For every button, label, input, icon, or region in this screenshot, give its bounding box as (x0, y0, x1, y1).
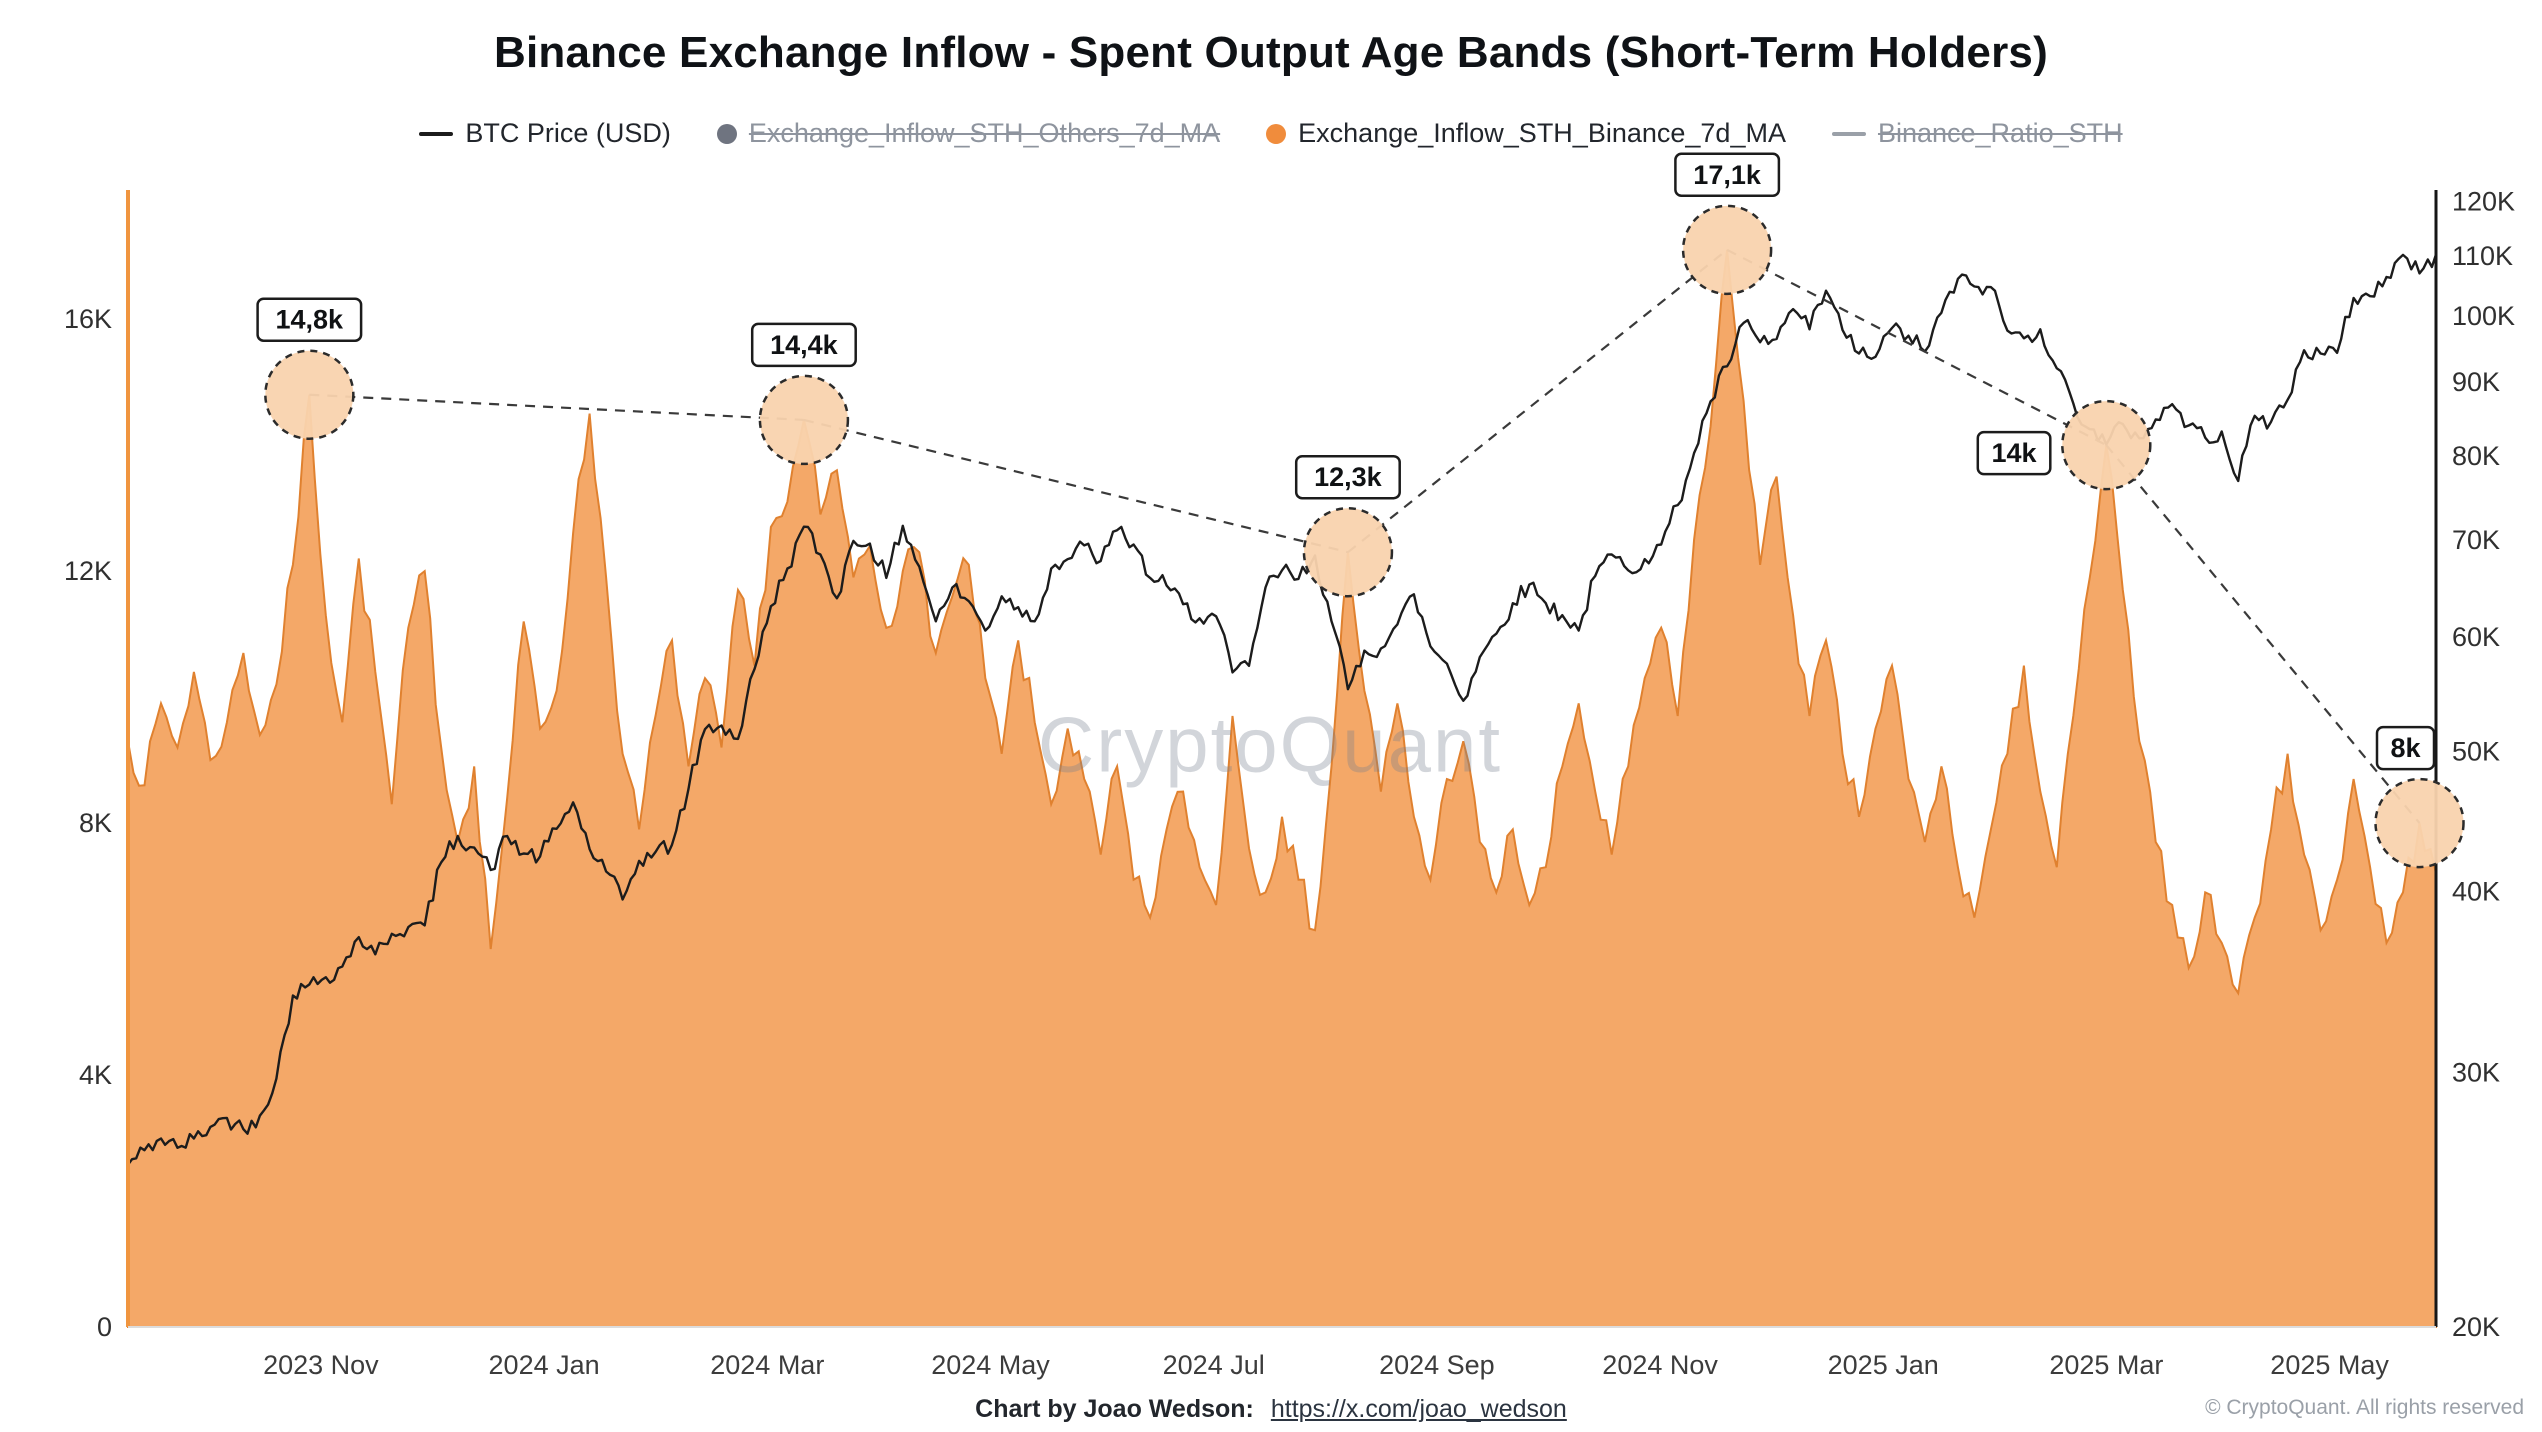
peak-value-label: 8k (2390, 733, 2421, 763)
legend-label: Exchange_Inflow_STH_Binance_7d_MA (1298, 118, 1786, 148)
legend-item-binance-ratio-sth[interactable]: Binance_Ratio_STH (1831, 118, 2123, 149)
axis-labels: 0 4K 8K 12K 16K 20K 30K 40K 50K 60K 70K 80K 90K 100K 1… (64, 186, 2515, 1380)
footer-credit: Chart by Joao Wedson: https://x.com/joao… (0, 1395, 2542, 1424)
peak-highlight-circle (1302, 506, 1394, 598)
peak-highlight-circle (2374, 777, 2465, 869)
line-swatch-icon (1831, 131, 1866, 136)
peak-value-label-box (2375, 725, 2436, 771)
annotation-connector-line (1726, 248, 2107, 447)
peak-value-label: 12,3k (1314, 462, 1383, 492)
peak-highlight-circle (264, 349, 355, 440)
annotation-connector-line (309, 393, 804, 422)
inflow-area (127, 249, 2437, 1328)
btc-price-line-series (127, 253, 2438, 1166)
annotation-connector-line (803, 418, 1349, 554)
legend-label: Binance_Ratio_STH (1877, 118, 2123, 148)
legend-label: BTC Price (USD) (465, 118, 671, 148)
x-axis-tick-label: 2025 Mar (2049, 1350, 2163, 1380)
peak-value-label: 14,4k (770, 330, 839, 360)
peak-highlight-circle (2061, 399, 2152, 491)
chart-title: Binance Exchange Inflow - Spent Output A… (494, 28, 2048, 77)
left-axis-tick-label: 4K (79, 1060, 112, 1090)
peak-value-label: 14k (1991, 438, 2037, 468)
x-axis-tick-label: 2024 Nov (1602, 1350, 1718, 1380)
peak-highlight-circle (1681, 204, 1773, 296)
peak-highlight-circle (758, 374, 850, 466)
legend-label: Exchange_Inflow_STH_Others_7d_MA (748, 118, 1221, 148)
peak-value-label: 14,8k (276, 305, 345, 335)
peak-value-label-box (1294, 454, 1401, 500)
annotation-connector-line (1347, 248, 1728, 554)
left-axis-tick-label: 8K (79, 808, 112, 838)
peak-value-label-box (256, 297, 363, 342)
btc-price-line (127, 253, 2438, 1166)
copyright-notice: © CryptoQuant. All rights reserved (2205, 1396, 2524, 1419)
legend-item-inflow-sth-binance[interactable]: Exchange_Inflow_STH_Binance_7d_MA (1266, 118, 1786, 149)
right-axis-tick-label: 50K (2452, 736, 2500, 766)
left-axis-tick-label: 0 (97, 1312, 112, 1342)
legend-item-inflow-sth-others[interactable]: Exchange_Inflow_STH_Others_7d_MA (716, 118, 1221, 149)
x-axis-tick-label: 2023 Nov (263, 1350, 379, 1380)
credit-link[interactable]: https://x.com/joao_wedson (1270, 1395, 1567, 1423)
right-axis-tick-label: 120K (2452, 186, 2515, 216)
legend-item-btc-price[interactable]: BTC Price (USD) (419, 118, 671, 149)
left-axis-tick-label: 16K (64, 304, 112, 334)
right-axis-tick-label: 110K (2452, 241, 2513, 271)
right-axis-tick-label: 60K (2452, 622, 2500, 652)
peak-value-label: 17,1k (1693, 160, 1762, 190)
right-axis-tick-label: 30K (2452, 1057, 2500, 1087)
x-axis-tick-label: 2025 Jan (1828, 1350, 1939, 1380)
x-axis-tick-label: 2024 Sep (1379, 1350, 1495, 1380)
x-axis-tick-label: 2024 May (931, 1350, 1050, 1380)
left-axis-tick-label: 12K (64, 556, 112, 586)
peak-value-label-box (1976, 430, 2052, 476)
annotations: 14,8k 14,4k 12,3k 17,1k 14k 8k (256, 152, 2465, 869)
inflow-area-series (127, 249, 2437, 1328)
right-axis-tick-label: 100K (2452, 301, 2515, 331)
credit-label: Chart by Joao Wedson: (975, 1395, 1254, 1423)
annotation-connector-line (2105, 444, 2421, 824)
line-swatch-icon (419, 131, 454, 136)
dot-swatch-icon (1266, 123, 1287, 144)
legend: BTC Price (USD) Exchange_Inflow_STH_Other… (0, 118, 2542, 149)
right-axis-tick-label: 20K (2452, 1312, 2500, 1342)
peak-value-label-box (1674, 152, 1781, 198)
right-axis-tick-label: 80K (2452, 441, 2500, 471)
x-axis-tick-label: 2024 Jan (489, 1350, 600, 1380)
x-axis-tick-label: 2025 May (2270, 1350, 2389, 1380)
right-axis-tick-label: 70K (2452, 525, 2500, 555)
axes (126, 190, 2438, 1328)
right-axis-tick-label: 40K (2452, 877, 2500, 907)
dot-swatch-icon (716, 123, 737, 144)
x-axis-tick-label: 2024 Jul (1163, 1350, 1265, 1380)
peak-value-label-box (750, 322, 857, 368)
x-axis-tick-label: 2024 Mar (710, 1350, 824, 1380)
right-axis-tick-label: 90K (2452, 367, 2500, 397)
